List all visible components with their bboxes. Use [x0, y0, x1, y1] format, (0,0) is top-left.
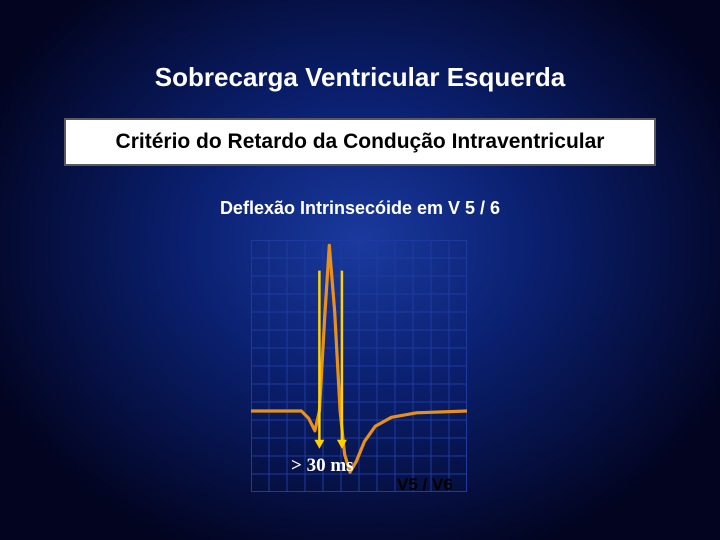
- criteria-box: Critério do Retardo da Condução Intraven…: [64, 118, 656, 166]
- slide-title: Sobrecarga Ventricular Esquerda: [0, 62, 720, 93]
- threshold-label: > 30 ms: [291, 455, 354, 477]
- lead-label: V5 / V6: [397, 475, 453, 495]
- criteria-text: Critério do Retardo da Condução Intraven…: [116, 130, 605, 153]
- caption-text: Deflexão Intrinsecóide em V 5 / 6: [0, 198, 720, 219]
- ecg-diagram: [251, 240, 469, 496]
- ecg-svg: [251, 240, 467, 492]
